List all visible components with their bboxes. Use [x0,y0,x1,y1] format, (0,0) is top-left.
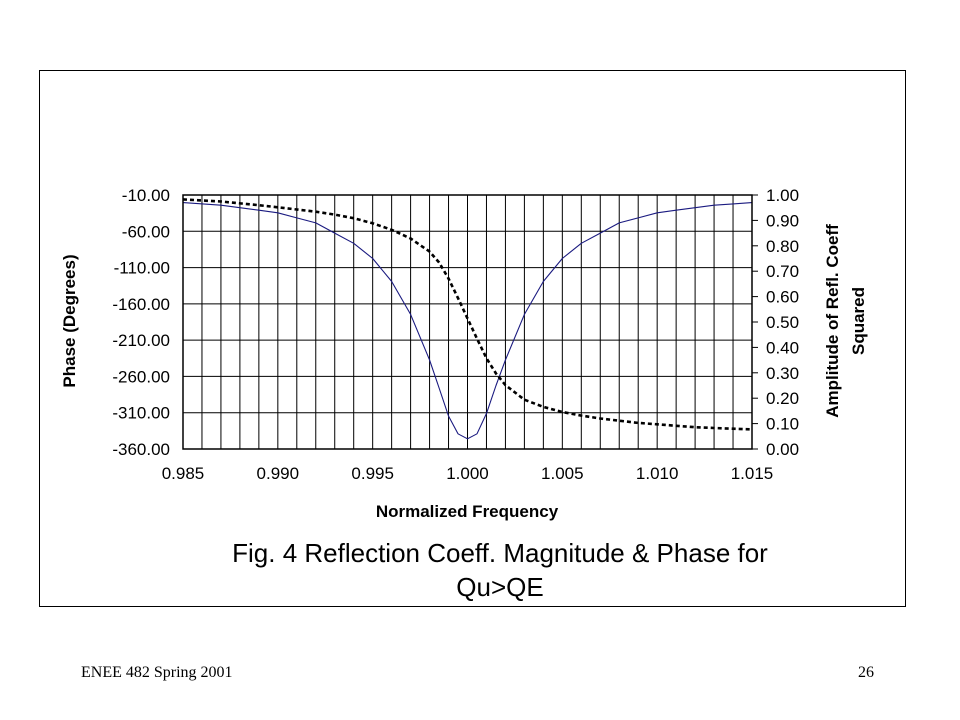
x-axis-title: Normalized Frequency [376,502,559,521]
y-left-tick-label: -260.00 [112,367,170,386]
y-right-tick-label: 0.90 [766,211,799,230]
tick-labels: 0.985 0.990 0.995 1.000 1.005 1.010 1.015 -10.0… [112,186,799,483]
y-left-tick-label: -210.00 [112,331,170,350]
y-axis-right-title-line1: Amplitude of Refl. Coeff [823,224,842,418]
y-left-tick-label: -310.00 [112,404,170,423]
y-right-tick-label: 0.20 [766,389,799,408]
x-tick-label: 1.005 [541,464,584,483]
x-tick-label: 0.995 [351,464,394,483]
phase-series-line [182,198,753,431]
x-tick-label: 0.990 [257,464,300,483]
footer-page-number: 26 [858,664,874,681]
y-right-tick-label: 0.00 [766,440,799,459]
y-right-tick-label: 0.30 [766,364,799,383]
y-right-tick-label: 0.60 [766,288,799,307]
chart-frame [39,70,906,607]
y-left-tick-label: -160.00 [112,295,170,314]
y-left-tick-label: -110.00 [114,259,170,278]
y-right-tick-label: 0.80 [766,237,799,256]
figure-caption-line1: Fig. 4 Reflection Coeff. Magnitude & Pha… [232,538,768,568]
series-layer [182,198,753,440]
y-right-tick-label: 0.10 [766,415,799,434]
y-right-tick-label: 0.50 [766,313,799,332]
y-right-tick-label: 0.70 [766,262,799,281]
footer-course: ENEE 482 Spring 2001 [81,664,233,681]
grid [182,194,753,450]
y-left-tick-label: -10.00 [122,186,170,205]
y-axis-right-title-line2: Squared [849,287,868,355]
y-right-tick-label: 1.00 [766,186,799,205]
x-tick-label: 1.015 [731,464,774,483]
y-left-tick-label: -60.00 [122,222,170,241]
amplitude-series-line [182,202,753,440]
y-left-tick-label: -360.00 [112,440,170,459]
y-right-tick-label: 0.40 [766,338,799,357]
y-axis-left-title: Phase (Degrees) [60,254,79,387]
x-tick-label: 0.985 [162,464,205,483]
x-tick-label: 1.000 [446,464,489,483]
x-tick-label: 1.010 [636,464,679,483]
figure-caption-line2: Qu>QE [456,572,544,602]
